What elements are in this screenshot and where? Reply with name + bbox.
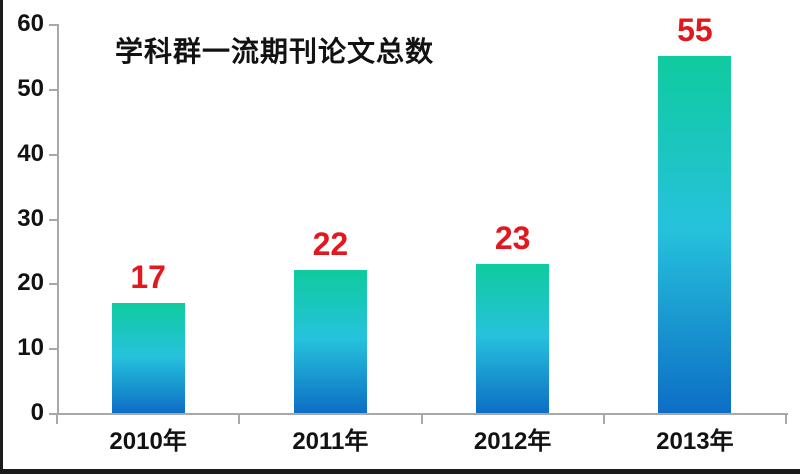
value-label-2012: 23 [494,220,531,256]
y-axis-tick-label: 0 [30,399,44,426]
y-axis-tick-label: 40 [17,139,44,167]
bar-2010 [111,303,185,413]
x-axis-tick [420,415,423,424]
y-axis-tick [49,153,58,156]
x-axis-tick [56,415,58,424]
x-axis-label-2011: 2011年 [292,428,369,455]
x-axis-label-2013: 2013年 [656,428,734,455]
frame-border-bottom [0,469,800,474]
y-axis-tick [49,283,58,286]
chart-title: 学科群一流期刊论文总数 [115,36,435,67]
y-axis-tick-label: 10 [17,334,44,362]
y-axis-tick [49,88,58,91]
y-axis-tick [49,413,58,415]
y-axis-tick [49,218,58,221]
y-axis-tick [49,24,58,26]
y-axis-tick-label: 60 [17,10,44,37]
value-label-2010: 17 [130,259,166,295]
value-label-2011: 22 [312,226,349,262]
y-axis-tick-label: 30 [17,204,44,232]
x-axis-label-2012: 2012年 [473,428,552,455]
frame-border-left [0,0,3,474]
x-axis-tick [785,415,787,424]
x-axis-tick [238,415,241,424]
bar-2012 [476,264,550,413]
bar-2011 [293,270,367,413]
x-axis-tick [602,415,605,424]
y-axis-tick-label: 50 [17,74,44,102]
x-axis-label-2010: 2010年 [109,428,187,455]
value-label-2013: 55 [677,12,713,48]
x-axis-line [57,413,788,415]
bar-2013 [658,56,732,413]
y-axis-tick-label: 20 [17,269,44,297]
y-axis-tick [49,348,58,351]
y-axis-line [57,24,59,415]
